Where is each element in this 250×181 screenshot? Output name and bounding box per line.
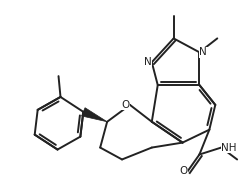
Polygon shape bbox=[81, 108, 107, 122]
Text: O: O bbox=[178, 166, 187, 176]
Text: NH: NH bbox=[220, 143, 236, 153]
Text: N: N bbox=[199, 47, 206, 57]
Text: O: O bbox=[121, 100, 130, 110]
Text: N: N bbox=[144, 57, 151, 67]
